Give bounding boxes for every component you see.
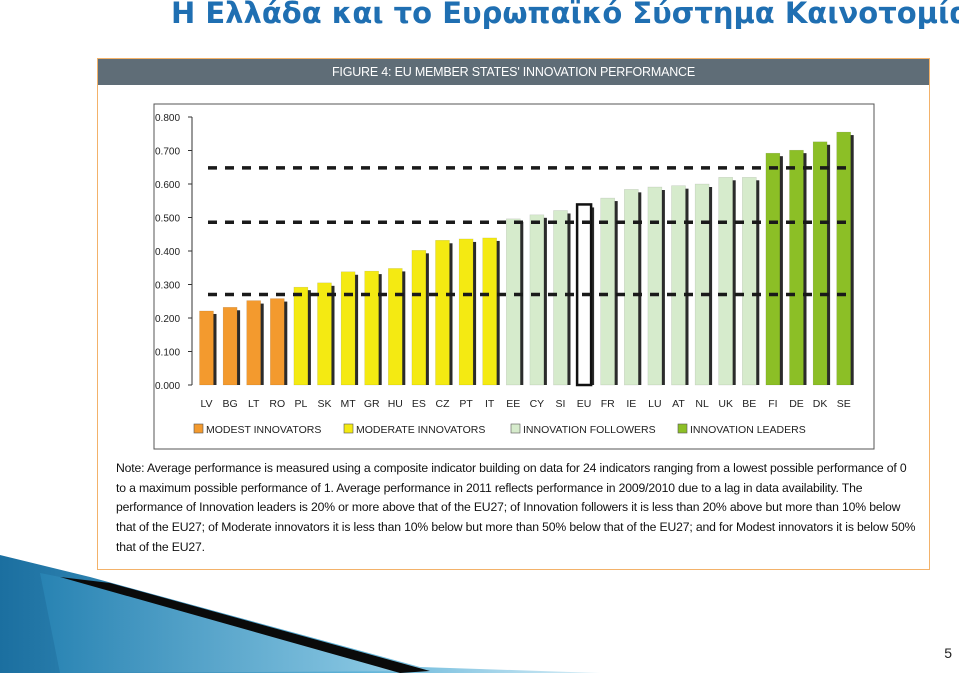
bar-ro xyxy=(270,298,285,386)
bar-pt xyxy=(458,238,474,386)
x-tick-label-se: SE xyxy=(837,398,851,410)
bar-lu xyxy=(647,186,663,386)
x-tick-label-it: IT xyxy=(485,398,495,410)
legend-swatch-followers xyxy=(510,423,521,434)
x-tick-label-es: ES xyxy=(412,398,426,410)
legend-label-leaders: INNOVATION LEADERS xyxy=(690,424,806,436)
y-tick-label: 0.700 xyxy=(155,147,180,158)
x-tick-label-eu: EU xyxy=(577,398,592,410)
x-tick-label-lv: LV xyxy=(200,398,212,410)
bar-es xyxy=(411,250,427,386)
x-tick-label-nl: NL xyxy=(695,398,709,410)
bar-ee xyxy=(506,218,521,386)
legend-label-moderate: MODERATE INNOVATORS xyxy=(356,424,485,436)
legend-swatch-moderate xyxy=(343,423,354,434)
legend-label-modest: MODEST INNOVATORS xyxy=(206,424,321,436)
bar-fr xyxy=(600,197,615,386)
bar-nl xyxy=(694,183,710,386)
bar-lv xyxy=(199,310,214,386)
x-tick-label-ee: EE xyxy=(506,398,520,410)
page-number: 5 xyxy=(944,645,952,661)
bar-se xyxy=(836,131,851,386)
x-tick-label-cy: CY xyxy=(530,398,545,410)
legend-label-followers: INNOVATION FOLLOWERS xyxy=(523,424,656,436)
bar-si xyxy=(553,210,568,386)
x-tick-label-ro: RO xyxy=(269,398,285,410)
legend-swatch-leaders xyxy=(677,423,688,434)
x-tick-label-lu: LU xyxy=(648,398,661,410)
x-tick-label-ie: IE xyxy=(626,398,636,410)
bar-dk xyxy=(812,141,828,386)
bar-it xyxy=(482,237,497,386)
x-tick-label-lt: LT xyxy=(248,398,260,410)
y-tick-label: 0.300 xyxy=(155,281,180,292)
y-tick-label: 0.000 xyxy=(155,381,180,392)
bar-uk xyxy=(718,177,733,386)
bar-at xyxy=(671,185,686,386)
bar-cy xyxy=(529,214,545,386)
x-tick-label-hu: HU xyxy=(388,398,403,410)
figure-note: Note: Average performance is measured us… xyxy=(116,461,916,554)
bar-fi xyxy=(765,152,781,386)
bar-de xyxy=(789,149,804,386)
slide-title: Η Ελλάδα και το Ευρωπαϊκό Σύστημα Καινοτ… xyxy=(171,0,959,30)
x-tick-label-at: AT xyxy=(672,398,685,410)
y-tick-label: 0.800 xyxy=(155,113,180,124)
legend-swatch-modest xyxy=(193,423,204,434)
bar-mt xyxy=(340,271,356,386)
x-tick-label-sk: SK xyxy=(317,398,331,410)
x-tick-label-fi: FI xyxy=(768,398,777,410)
bar-sk xyxy=(317,282,332,386)
x-tick-label-be: BE xyxy=(742,398,756,410)
bar-ie xyxy=(624,189,639,386)
figure-frame: FIGURE 4: EU MEMBER STATES' INNOVATION P… xyxy=(97,58,930,570)
y-tick-label: 0.500 xyxy=(155,214,180,225)
bar-be xyxy=(742,177,757,386)
y-tick-label: 0.100 xyxy=(155,348,180,359)
bar-pl xyxy=(293,286,309,386)
y-tick-label: 0.400 xyxy=(155,247,180,258)
y-tick-label: 0.600 xyxy=(155,180,180,191)
x-tick-label-mt: MT xyxy=(341,398,357,410)
bar-lt xyxy=(246,300,261,386)
x-tick-label-fr: FR xyxy=(601,398,615,410)
figure-header: FIGURE 4: EU MEMBER STATES' INNOVATION P… xyxy=(98,59,929,85)
bar-cz xyxy=(435,240,450,386)
x-tick-label-uk: UK xyxy=(718,398,733,410)
x-tick-label-bg: BG xyxy=(223,398,238,410)
x-tick-label-gr: GR xyxy=(364,398,380,410)
innovation-performance-chart: 0.000 0.100 0.200 0.300 0.400 0.500 0.600 0.700… xyxy=(153,103,875,450)
y-tick-label: 0.200 xyxy=(155,314,180,325)
x-tick-label-cz: CZ xyxy=(436,398,451,410)
x-tick-label-si: SI xyxy=(556,398,566,410)
bar-hu xyxy=(388,268,403,386)
x-tick-label-dk: DK xyxy=(813,398,828,410)
bar-gr xyxy=(364,270,379,386)
x-tick-label-pl: PL xyxy=(294,398,307,410)
decorative-ribbon xyxy=(0,555,600,673)
x-tick-label-pt: PT xyxy=(459,398,473,410)
x-tick-label-de: DE xyxy=(789,398,804,410)
bar-bg xyxy=(222,307,238,386)
